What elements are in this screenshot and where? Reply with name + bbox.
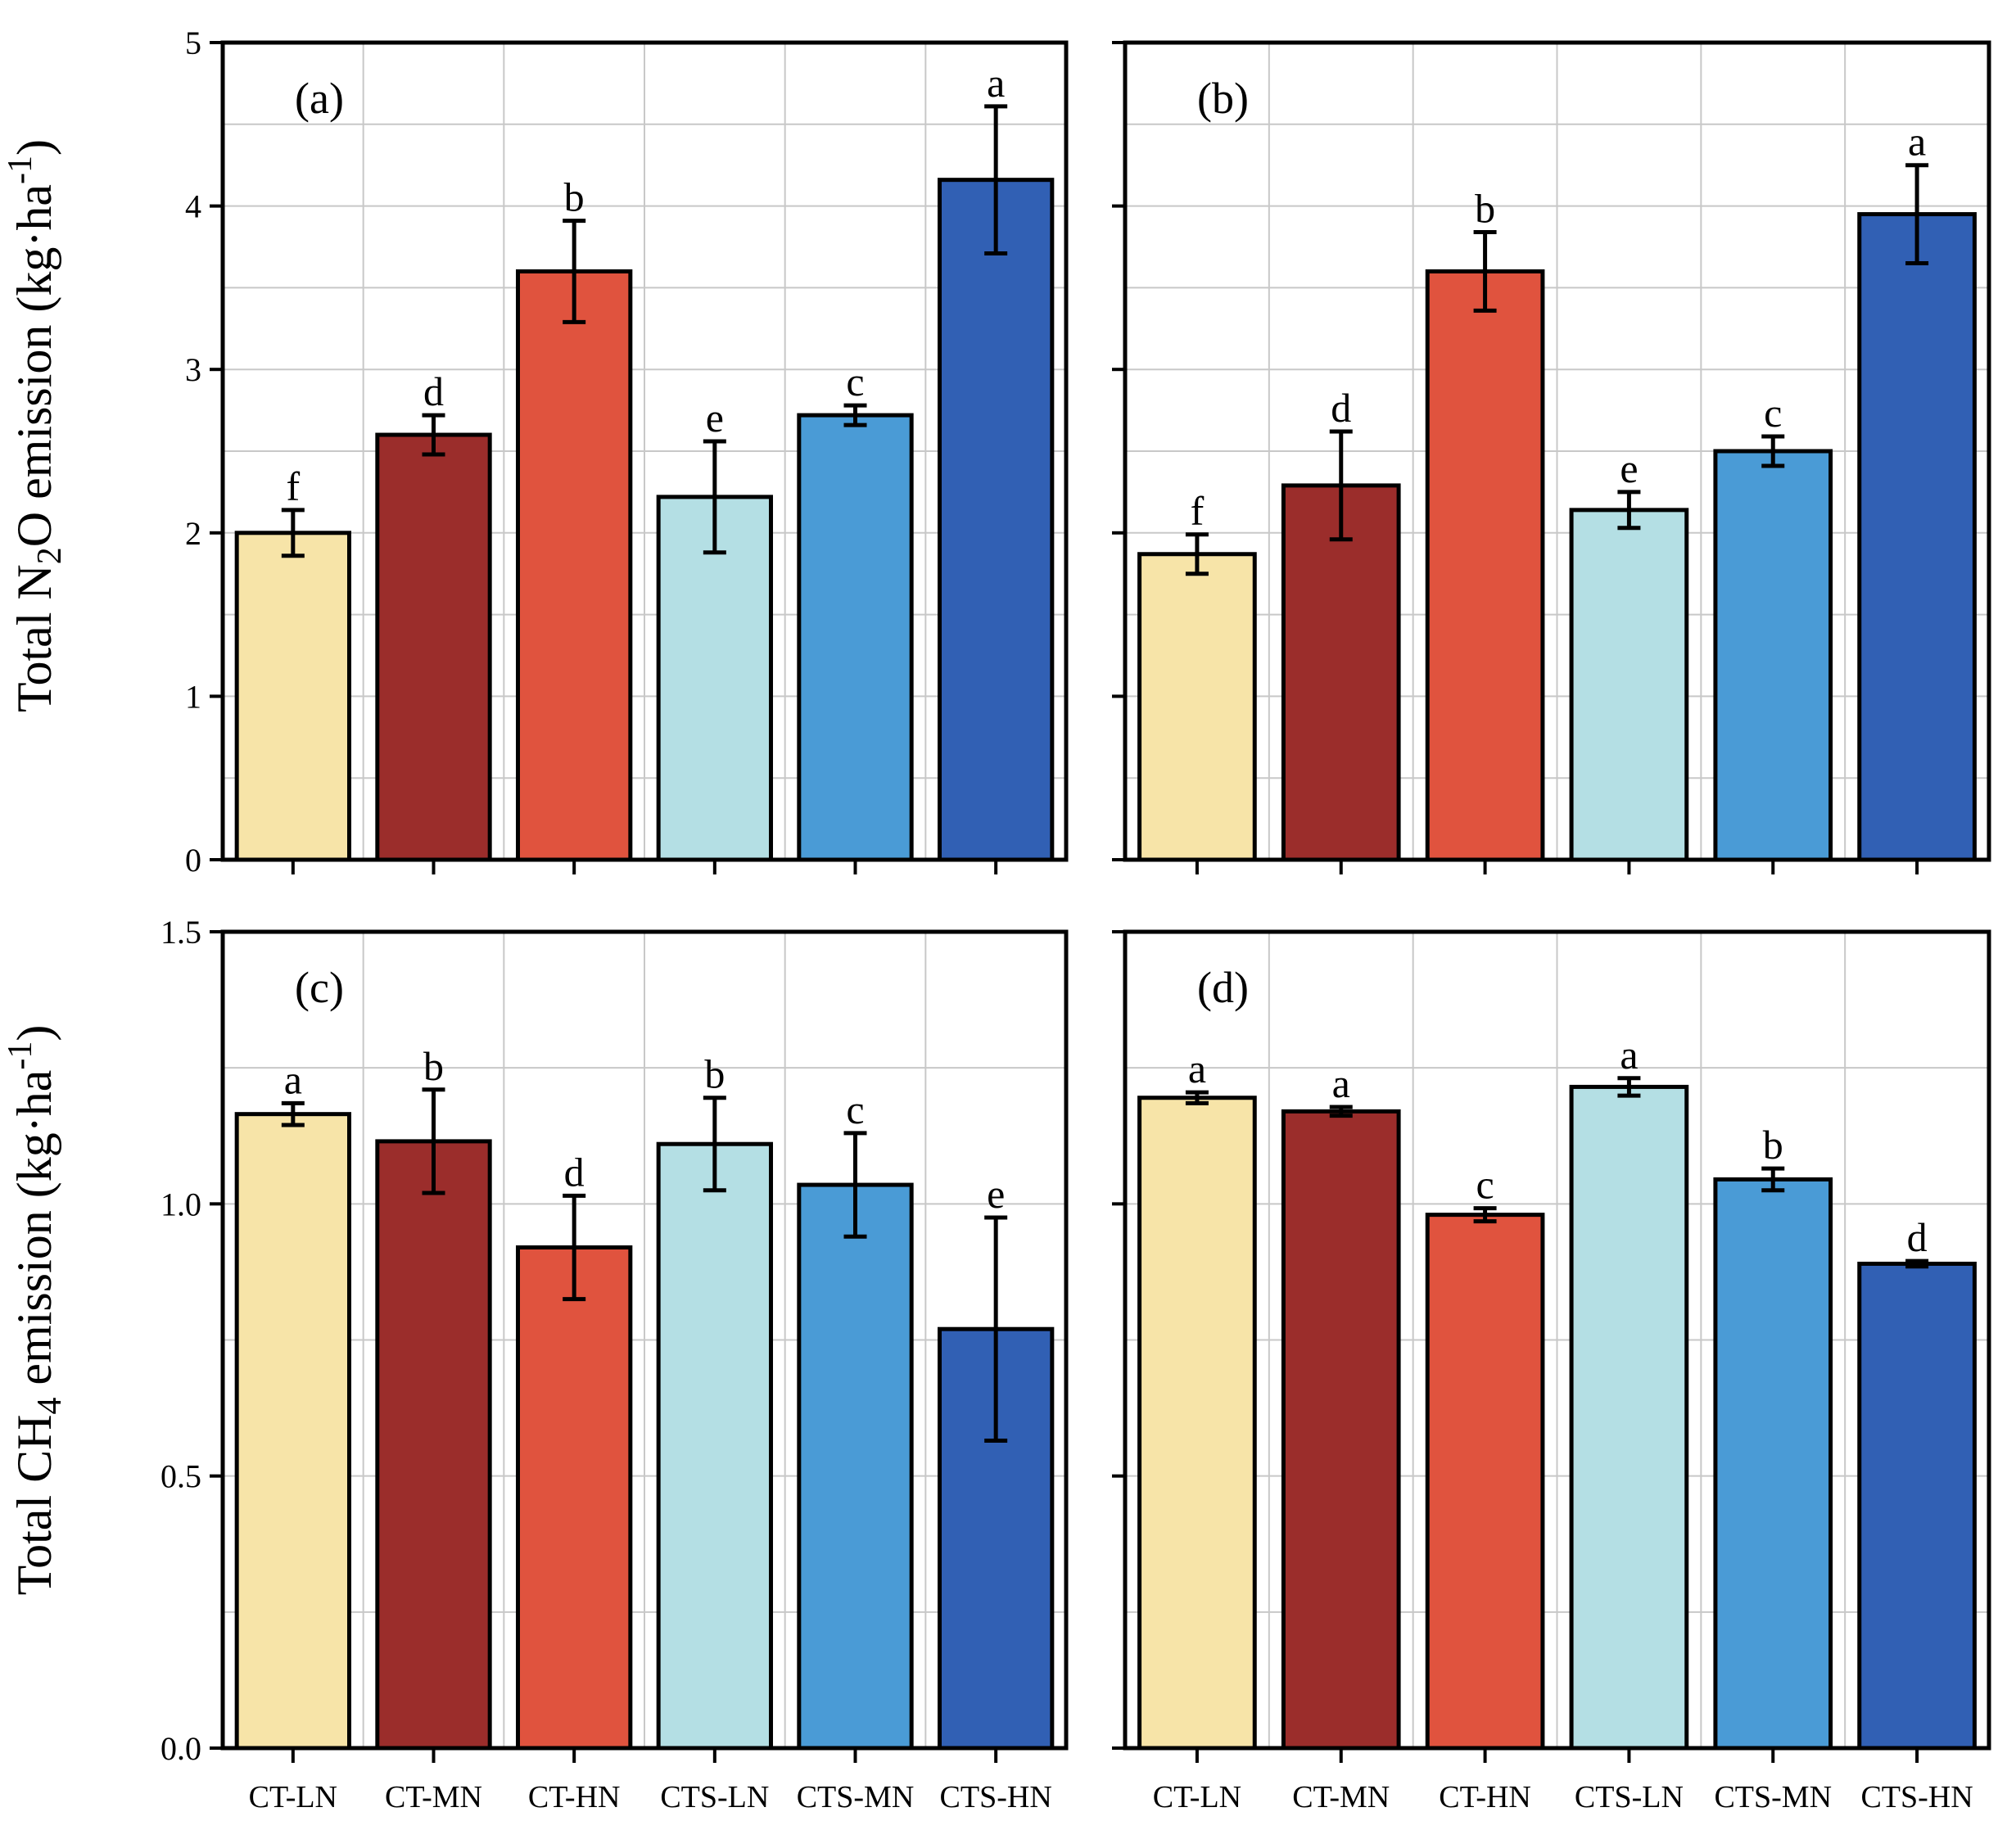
y-axis-title-bottom: Total CH4 emission (kg·ha-1) [2, 1025, 69, 1596]
significance-letter: e [706, 395, 724, 441]
y-tick-label: 0.5 [160, 1458, 201, 1495]
plot-frame [1123, 40, 1991, 862]
significance-letter: c [846, 359, 864, 404]
bar-cts-hn [1857, 1261, 1977, 1751]
bar-ct-mn [1281, 483, 1401, 862]
y-axis-title-top: Total N2O emission (kg·ha-1) [2, 139, 69, 712]
x-tick-label: CT-HN [1439, 1780, 1531, 1814]
significance-letter: d [1331, 385, 1351, 431]
x-tick-label: CTS-MN [1714, 1780, 1832, 1814]
x-tick-label: CTS-LN [660, 1780, 769, 1814]
panel-d: a CT-LN a CT-MN c CT-HN a CTS-LN b CTS-MN d CTS-HN (… [1112, 929, 1991, 1814]
bar-ct-mn [1281, 1109, 1401, 1751]
panel-a: f d b e c a 0 1 2 3 4 5 (a) [185, 25, 1069, 879]
bar-ct-hn [1425, 269, 1545, 862]
x-tick-label: CT-MN [385, 1780, 482, 1814]
panel-label: (c) [295, 963, 344, 1012]
significance-letter: b [423, 1043, 444, 1089]
y-tick-label: 0.0 [160, 1730, 201, 1767]
bar-ct-mn [375, 432, 492, 862]
bar-cts-hn [1857, 212, 1977, 862]
x-tick-label: CT-HN [528, 1780, 621, 1814]
y-tick-label: 1.5 [160, 914, 201, 951]
bar-ct-mn [375, 1139, 492, 1751]
bar-cts-mn [797, 1182, 914, 1751]
x-tick-label: CT-LN [1153, 1780, 1241, 1814]
bar-cts-ln [656, 1141, 774, 1751]
y-tick-label: 0 [185, 842, 201, 879]
bar-ct-hn [516, 1245, 633, 1751]
significance-letter: f [287, 463, 301, 509]
bar-ct-ln [1137, 1096, 1257, 1751]
panel-c: a CT-LN b CT-MN d CT-HN b CTS-LN c CTS-MN e CTS-HN 0… [160, 914, 1069, 1814]
plot-frame [220, 40, 1069, 862]
panel-b: f d b e c a (b) [1112, 40, 1991, 874]
y-tick-label: 1 [185, 678, 201, 715]
y-tick-label: 3 [185, 351, 201, 388]
bar-cts-ln [656, 495, 774, 862]
panel-label: (a) [295, 74, 344, 123]
y-tick-label: 1.0 [160, 1186, 201, 1222]
significance-letter: b [1475, 186, 1495, 232]
significance-letter: b [704, 1051, 725, 1097]
y-tick-label: 4 [185, 188, 201, 225]
bar-cts-mn [797, 413, 914, 862]
significance-letter: d [423, 368, 444, 414]
significance-letter: e [1620, 445, 1638, 491]
significance-letter: a [1188, 1046, 1206, 1091]
x-tick-label: CT-MN [1292, 1780, 1390, 1814]
panel-label: (d) [1197, 963, 1249, 1012]
plot-frame [1123, 929, 1991, 1751]
panel-label: (b) [1197, 74, 1249, 123]
bar-ct-hn [516, 269, 633, 862]
significance-letter: a [284, 1056, 302, 1102]
x-tick-label: CT-LN [249, 1780, 337, 1814]
significance-letter: c [846, 1087, 864, 1132]
significance-letter: d [564, 1149, 585, 1195]
significance-letter: b [1763, 1122, 1783, 1168]
significance-letter: c [1476, 1162, 1494, 1208]
x-tick-label: CTS-HN [1860, 1780, 1973, 1814]
significance-letter: e [987, 1171, 1005, 1217]
bar-ct-ln [234, 1112, 351, 1751]
bar-cts-hn [938, 178, 1055, 862]
y-tick-label: 5 [185, 25, 201, 61]
bar-cts-ln [1569, 508, 1689, 862]
x-tick-label: CTS-HN [940, 1780, 1052, 1814]
bar-ct-ln [1137, 552, 1257, 862]
significance-letter: f [1191, 488, 1205, 534]
bar-ct-ln [234, 531, 351, 862]
significance-letter: b [564, 174, 585, 220]
bar-cts-ln [1569, 1084, 1689, 1751]
significance-letter: a [1908, 119, 1926, 165]
significance-letter: c [1764, 390, 1782, 436]
significance-letter: d [1907, 1214, 1928, 1260]
bar-ct-hn [1425, 1213, 1545, 1751]
x-tick-label: CTS-LN [1575, 1780, 1684, 1814]
significance-letter: a [1332, 1060, 1350, 1106]
x-tick-label: CTS-MN [797, 1780, 915, 1814]
bar-cts-mn [1713, 1177, 1833, 1751]
y-tick-label: 2 [185, 515, 201, 552]
significance-letter: a [1620, 1032, 1638, 1078]
significance-letter: a [987, 60, 1005, 106]
bar-cts-mn [1713, 449, 1833, 862]
plot-frame [220, 929, 1069, 1751]
